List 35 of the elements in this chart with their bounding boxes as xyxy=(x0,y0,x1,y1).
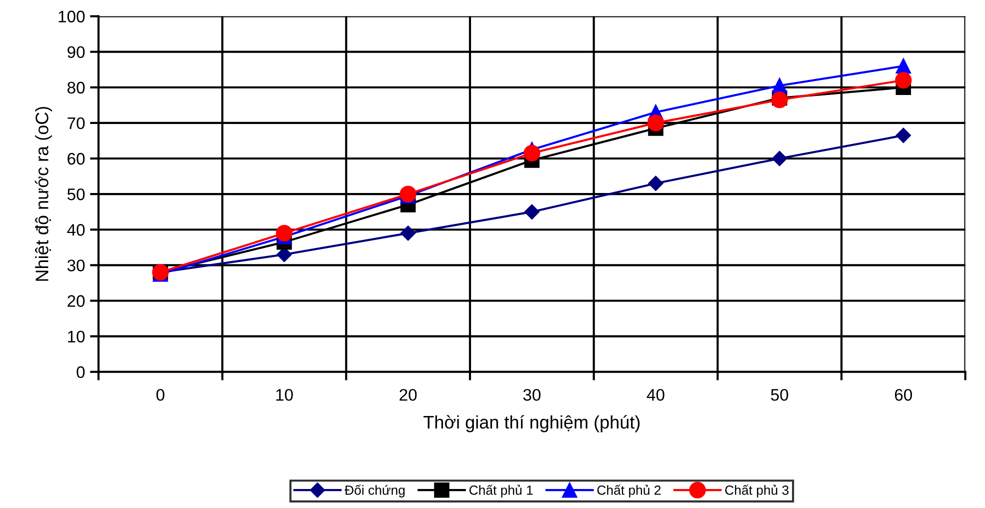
x-tick-label: 50 xyxy=(770,388,788,401)
x-tick-label: 60 xyxy=(894,388,912,401)
point xyxy=(524,204,540,220)
y-tick-label: 10 xyxy=(68,330,85,342)
point xyxy=(772,150,788,166)
point xyxy=(771,91,788,108)
y-tick-label: 80 xyxy=(67,82,85,94)
point xyxy=(772,78,788,94)
x-axis-title: Thời gian thí nghiệm (phút) xyxy=(424,415,640,432)
x-tick-label: 40 xyxy=(646,388,664,401)
y-tick-label: 70 xyxy=(68,117,85,130)
x-tick-label: 0 xyxy=(156,388,164,401)
x-tick-label: 10 xyxy=(276,388,293,401)
x-tick-label: 20 xyxy=(400,388,417,401)
point xyxy=(647,114,664,132)
y-tick-label: 100 xyxy=(58,10,85,22)
point xyxy=(895,72,912,89)
legend-label: Chất phủ 3 xyxy=(725,484,789,498)
point xyxy=(896,128,911,143)
point xyxy=(400,226,416,241)
legend-label: Chất phủ 1 xyxy=(469,484,533,498)
x-tick-label: 30 xyxy=(523,388,541,401)
y-tick-label: 90 xyxy=(68,46,85,58)
y-tick-label: 20 xyxy=(68,295,85,307)
legend-label: Chất phủ 2 xyxy=(597,484,661,498)
point xyxy=(648,176,664,191)
y-tick-label: 60 xyxy=(68,152,85,165)
y-tick-label: 30 xyxy=(67,260,85,272)
y-tick-label: 40 xyxy=(67,224,85,236)
legend-label: Đối chứng xyxy=(344,484,405,498)
y-tick-label: 50 xyxy=(67,188,85,200)
point xyxy=(276,224,293,242)
y-tick-label: 0 xyxy=(76,366,85,378)
point xyxy=(524,144,540,162)
y-axis-title: Nhiệt độ nước ra (oC) xyxy=(34,106,52,281)
